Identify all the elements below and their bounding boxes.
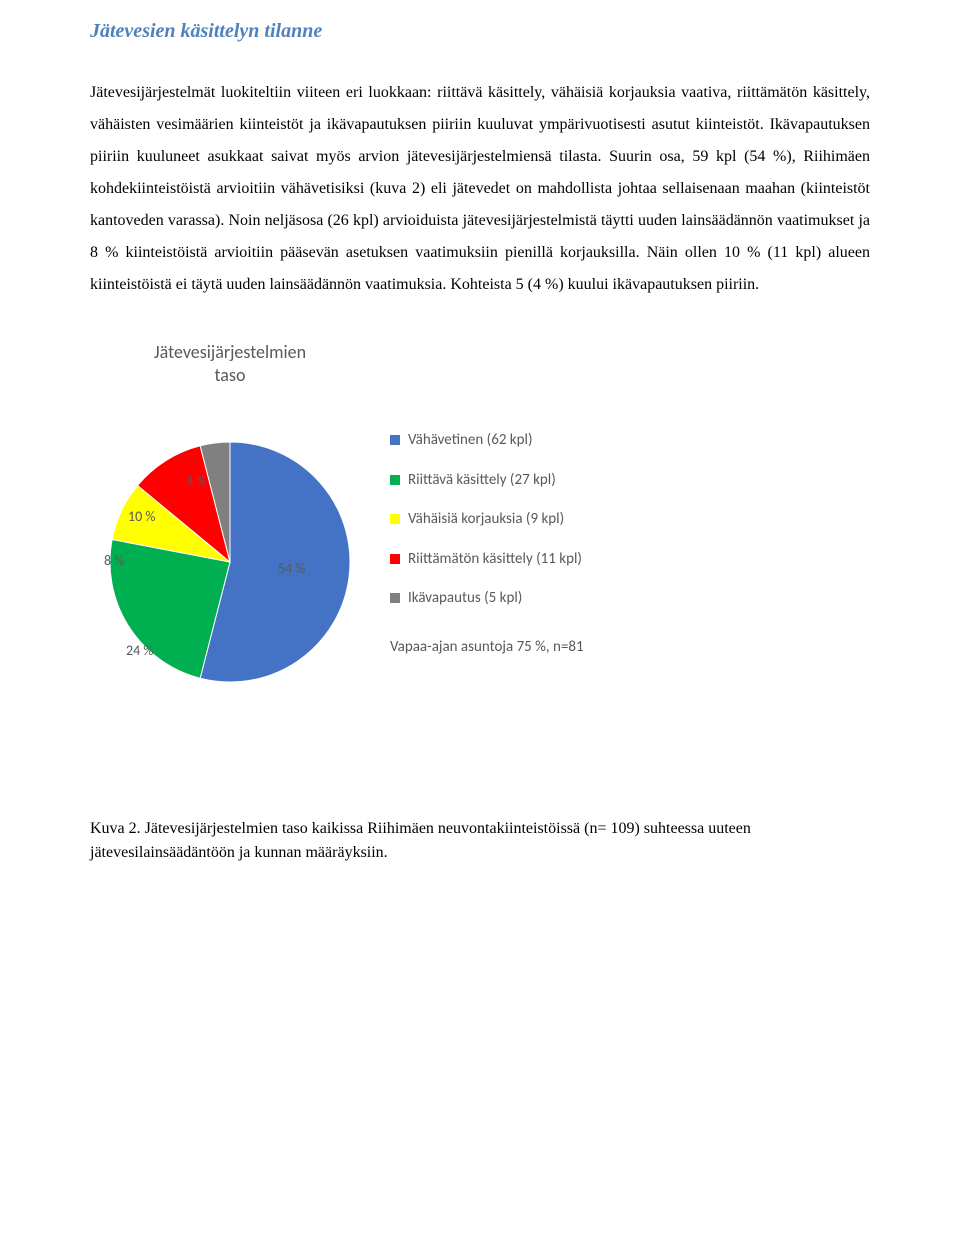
legend-label: Riittävä käsittely (27 kpl) xyxy=(408,471,556,491)
legend-note: Vapaa-ajan asuntoja 75 %, n=81 xyxy=(390,637,640,657)
legend-item: Riittävä käsittely (27 kpl) xyxy=(390,471,640,491)
legend-list: Vähävetinen (62 kpl) Riittävä käsittely (… xyxy=(390,431,640,609)
legend-item: Ikävapautus (5 kpl) xyxy=(390,589,640,609)
legend-item: Vähävetinen (62 kpl) xyxy=(390,431,640,451)
pie-percent-label: 4 % xyxy=(186,472,206,489)
section-heading: Jätevesien käsittelyn tilanne xyxy=(90,20,870,43)
pie-chart-block: Jätevesijärjestelmien taso 54 % 24 % 8 % 10… xyxy=(90,341,870,702)
legend-item: Riittämätön käsittely (11 kpl) xyxy=(390,550,640,570)
legend-item: Vähäisiä korjauksia (9 kpl) xyxy=(390,510,640,530)
legend-swatch xyxy=(390,593,400,603)
legend-swatch xyxy=(390,475,400,485)
legend-label: Vähäisiä korjauksia (9 kpl) xyxy=(408,510,564,530)
legend-column: Vähävetinen (62 kpl) Riittävä käsittely (… xyxy=(390,341,640,657)
chart-title-line1: Jätevesijärjestelmien xyxy=(154,341,306,363)
legend-swatch xyxy=(390,435,400,445)
pie-percent-label: 24 % xyxy=(126,642,153,659)
body-paragraph: Jätevesijärjestelmät luokiteltiin viitee… xyxy=(90,77,870,301)
pie-percent-label: 54 % xyxy=(278,560,305,577)
legend-swatch xyxy=(390,554,400,564)
legend-swatch xyxy=(390,514,400,524)
figure-caption: Kuva 2. Jätevesijärjestelmien taso kaiki… xyxy=(90,817,870,865)
pie-area: 54 % 24 % 8 % 10 % 4 % xyxy=(90,422,370,702)
chart-title: Jätevesijärjestelmien taso xyxy=(154,341,306,386)
pie-column: Jätevesijärjestelmien taso 54 % 24 % 8 % 10… xyxy=(90,341,370,702)
pie-percent-label: 8 % xyxy=(104,552,124,569)
heading-text: Jätevesien käsittelyn tilanne xyxy=(90,20,322,42)
chart-title-line2: taso xyxy=(215,364,246,386)
legend-label: Vähävetinen (62 kpl) xyxy=(408,431,533,451)
pie-percent-label: 10 % xyxy=(128,508,155,525)
legend-label: Riittämätön käsittely (11 kpl) xyxy=(408,550,582,570)
legend-label: Ikävapautus (5 kpl) xyxy=(408,589,522,609)
